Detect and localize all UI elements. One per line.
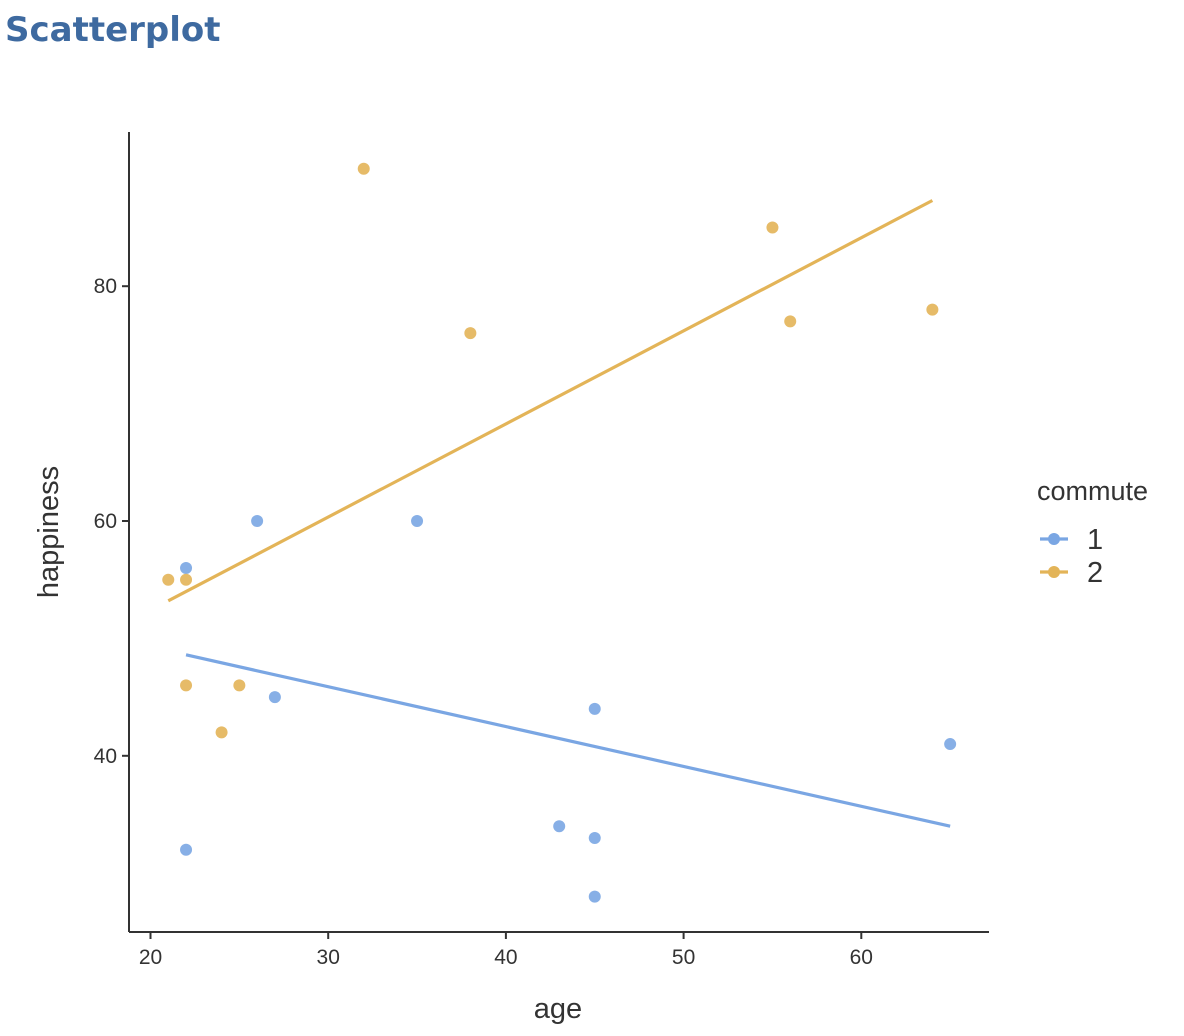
legend: commute 12 <box>1037 476 1148 589</box>
x-tick-label: 50 <box>672 946 695 969</box>
y-tick-label: 60 <box>94 510 117 533</box>
y-tick-label: 40 <box>94 745 117 768</box>
legend-item-2: 2 <box>1040 557 1103 589</box>
data-point <box>162 573 175 586</box>
legend-title: commute <box>1037 476 1148 506</box>
legend-items: 12 <box>1040 524 1103 589</box>
data-point <box>215 726 228 739</box>
page-title: Scatterplot <box>5 10 221 50</box>
series-1 <box>180 515 957 903</box>
y-axis-title: happiness <box>33 466 65 598</box>
series-2 <box>162 162 939 739</box>
x-tick-label: 40 <box>494 946 517 969</box>
axes: 20 30 40 50 60 40 60 80 age happiness <box>33 132 989 1025</box>
data-point <box>180 679 193 692</box>
legend-label: 2 <box>1087 557 1103 589</box>
data-point <box>268 691 281 704</box>
legend-key-point <box>1048 566 1060 578</box>
data-point <box>588 890 601 903</box>
data-point <box>588 831 601 844</box>
x-axis-title: age <box>534 993 582 1025</box>
y-tick-label: 80 <box>94 275 117 298</box>
legend-item-1: 1 <box>1040 524 1103 556</box>
data-point <box>944 738 957 751</box>
data-point <box>784 315 797 328</box>
x-tick-label: 30 <box>317 946 340 969</box>
legend-label: 1 <box>1087 524 1103 556</box>
x-ticks: 20 30 40 50 60 <box>139 932 873 969</box>
data-point <box>180 573 193 586</box>
data-point <box>926 303 939 316</box>
data-point <box>766 221 779 234</box>
trend-line <box>167 199 934 603</box>
data-point <box>588 702 601 715</box>
trend-line <box>185 653 951 828</box>
data-point <box>233 679 246 692</box>
y-ticks: 40 60 80 <box>94 275 129 768</box>
data-point <box>180 561 193 574</box>
x-tick-label: 60 <box>850 946 873 969</box>
data-point <box>251 515 264 527</box>
data-point <box>553 820 566 833</box>
x-tick-label: 20 <box>139 946 162 969</box>
legend-key-point <box>1048 533 1060 545</box>
data-point <box>464 327 477 340</box>
data-point <box>357 162 370 175</box>
plot-area <box>162 162 957 903</box>
data-point <box>180 843 193 856</box>
data-point <box>411 515 424 527</box>
